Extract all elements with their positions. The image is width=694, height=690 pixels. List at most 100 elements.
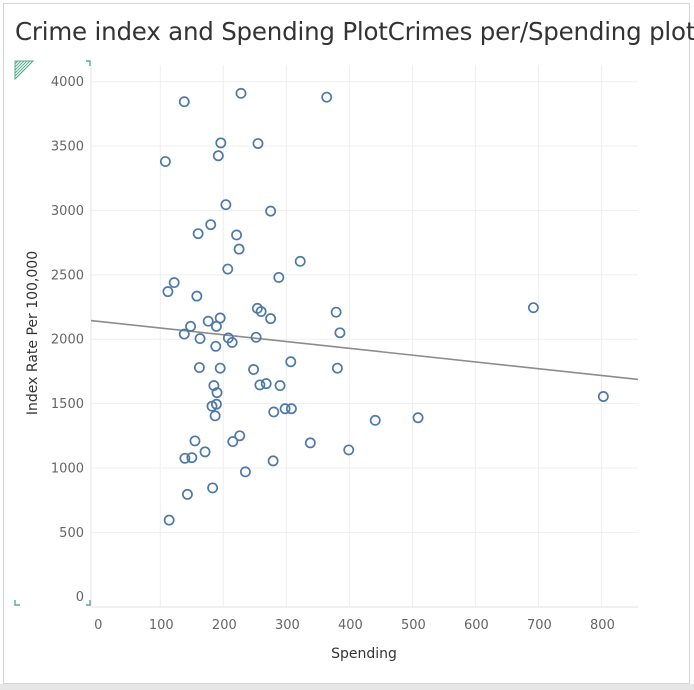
data-point <box>285 356 297 368</box>
y-tick-label: 2000 <box>51 333 84 348</box>
data-point <box>178 328 190 340</box>
data-point <box>231 229 243 241</box>
data-point <box>186 452 198 464</box>
tick-labels: 0 500 1000 1500 2000 2500 3000 3500 4000 0 100 200 3… <box>51 75 615 633</box>
data-point <box>268 406 280 418</box>
data-point <box>193 362 205 373</box>
data-point <box>202 315 214 327</box>
trend-line <box>90 319 639 381</box>
data-point <box>250 331 262 343</box>
y-tick-label: 500 <box>59 526 84 541</box>
x-tick-label: 500 <box>401 618 426 633</box>
corner-triangle-stripe <box>14 60 25 71</box>
data-point <box>185 320 197 332</box>
data-point <box>279 403 291 415</box>
data-point <box>255 306 267 317</box>
x-tick-label: 600 <box>464 618 489 633</box>
trend-line-layer <box>90 319 639 381</box>
data-point <box>179 452 191 464</box>
data-point <box>212 150 224 162</box>
data-point <box>369 414 381 426</box>
data-point <box>192 228 204 240</box>
data-point <box>254 379 266 391</box>
corner-triangle-icon <box>14 60 35 81</box>
data-point <box>210 320 222 332</box>
y-tick-label: 4000 <box>51 75 84 90</box>
x-axis-title: Spending <box>331 646 397 662</box>
data-point <box>222 263 234 275</box>
x-tick-label: 0 <box>94 618 102 633</box>
data-point <box>304 437 316 449</box>
data-point <box>227 436 239 448</box>
data-point <box>334 327 346 339</box>
data-point <box>206 400 218 412</box>
x-tick-label: 100 <box>149 618 174 633</box>
data-point <box>321 91 333 103</box>
data-point <box>248 364 260 375</box>
y-tick-label: 0 <box>76 590 84 605</box>
data-point <box>265 205 277 217</box>
data-point <box>234 430 246 442</box>
x-tick-label: 200 <box>212 618 237 633</box>
data-point <box>181 488 193 500</box>
axes <box>90 65 638 608</box>
data-point <box>331 362 343 374</box>
data-point <box>178 96 190 108</box>
data-point <box>214 362 226 374</box>
data-point <box>294 255 306 267</box>
data-point <box>285 403 297 415</box>
data-point <box>260 378 272 390</box>
data-points <box>159 87 609 526</box>
data-point <box>209 410 221 422</box>
data-point <box>527 302 539 314</box>
data-point <box>252 138 264 149</box>
data-point <box>233 243 245 255</box>
data-point <box>189 435 201 447</box>
data-point <box>163 514 175 526</box>
gridlines <box>91 65 638 607</box>
corner-triangle-stripe <box>14 60 19 65</box>
x-tick-label: 800 <box>590 618 615 633</box>
y-tick-label: 1500 <box>51 397 84 412</box>
chart-title: Crime index and Spending PlotCrimes per/… <box>15 17 694 46</box>
data-point <box>215 137 227 149</box>
y-tick-label: 2500 <box>51 268 84 283</box>
y-tick-label: 3500 <box>51 140 84 155</box>
chart-frame <box>3 3 690 684</box>
data-point <box>211 387 223 399</box>
top-right-corner-mark <box>86 60 91 66</box>
data-point <box>235 87 247 99</box>
data-point <box>205 219 217 231</box>
y-tick-label: 3000 <box>51 204 84 219</box>
data-point <box>343 444 355 456</box>
data-point <box>220 199 232 211</box>
decorations <box>14 60 91 606</box>
bottom-left-corner-mark <box>14 600 20 606</box>
status-strip <box>0 684 694 690</box>
corner-triangle-stripe <box>14 60 28 74</box>
y-axis-title: Index Rate Per 100,000 <box>25 251 41 415</box>
data-point <box>412 412 424 424</box>
data-point <box>274 380 286 392</box>
x-tick-label: 700 <box>527 618 552 633</box>
y-tick-label: 1000 <box>51 461 84 476</box>
data-point <box>210 340 222 352</box>
data-point <box>273 271 285 283</box>
data-point <box>159 156 171 168</box>
corner-triangle-stripe <box>14 60 22 68</box>
data-point <box>191 290 203 302</box>
data-point <box>267 455 279 467</box>
data-point <box>597 391 609 402</box>
x-tick-label: 400 <box>338 618 363 633</box>
data-point <box>199 446 211 458</box>
bottom-right-corner-mark <box>86 600 91 606</box>
data-point <box>330 306 342 318</box>
data-point <box>168 277 180 289</box>
corner-triangle-stripe <box>14 60 31 77</box>
data-point <box>226 336 238 348</box>
data-point <box>207 482 219 494</box>
data-point <box>194 333 206 345</box>
x-tick-label: 300 <box>275 618 300 633</box>
data-point <box>162 286 174 298</box>
